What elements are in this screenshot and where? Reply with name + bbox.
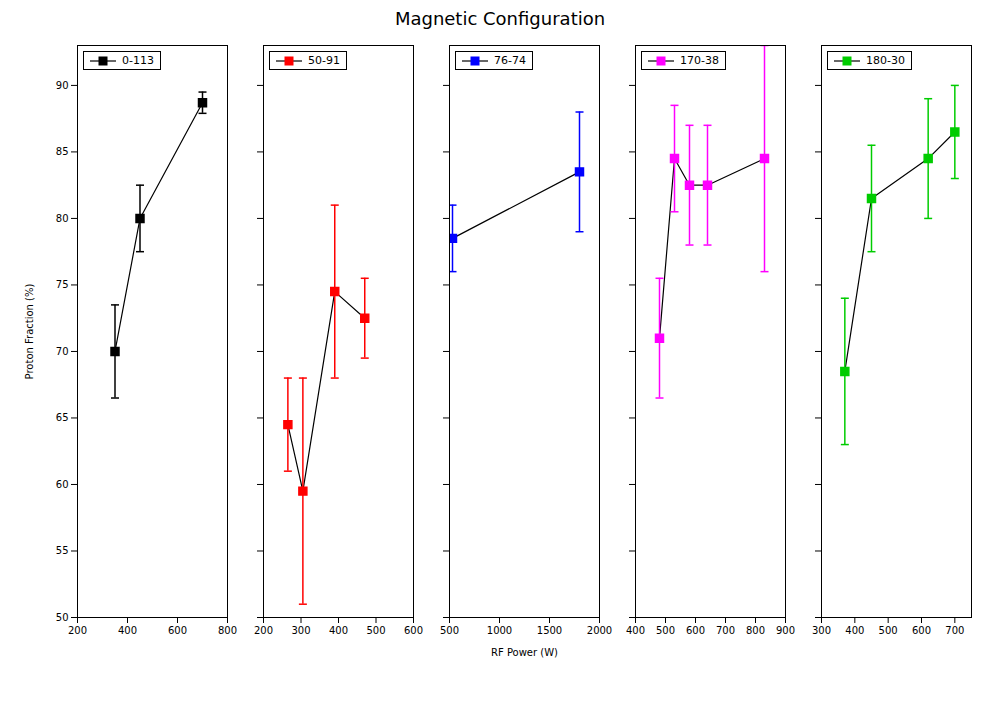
html-text:50-91: 50-91 [308, 54, 340, 67]
svg-text:RF Power (W): RF Power (W) [491, 647, 558, 658]
svg-text:200: 200 [254, 625, 273, 636]
svg-text:500: 500 [366, 625, 385, 636]
svg-text:50: 50 [56, 612, 69, 623]
html-text:170-38: 170-38 [680, 54, 719, 67]
svg-text:70: 70 [56, 346, 69, 357]
svg-text:80: 80 [56, 213, 69, 224]
svg-text:400: 400 [118, 625, 137, 636]
svg-text:2000: 2000 [587, 625, 612, 636]
svg-text:600: 600 [404, 625, 423, 636]
svg-text:55: 55 [56, 545, 69, 556]
svg-text:400: 400 [329, 625, 348, 636]
svg-text:900: 900 [776, 625, 795, 636]
svg-text:65: 65 [56, 412, 69, 423]
html-text:180-30: 180-30 [866, 54, 905, 67]
svg-text:600: 600 [168, 625, 187, 636]
svg-text:500: 500 [879, 625, 898, 636]
svg-text:1000: 1000 [487, 625, 512, 636]
svg-text:200: 200 [68, 625, 87, 636]
svg-text:Proton Fraction (%): Proton Fraction (%) [24, 283, 35, 379]
svg-text:500: 500 [656, 625, 675, 636]
html-text:0-113: 0-113 [122, 54, 154, 67]
svg-text:700: 700 [716, 625, 735, 636]
svg-text:400: 400 [626, 625, 645, 636]
svg-text:500: 500 [440, 625, 459, 636]
svg-text:800: 800 [746, 625, 765, 636]
html-text:Magnetic Configuration: Magnetic Configuration [394, 8, 606, 29]
svg-text:600: 600 [686, 625, 705, 636]
svg-text:75: 75 [56, 279, 69, 290]
svg-text:1500: 1500 [537, 625, 562, 636]
svg-text:60: 60 [56, 479, 69, 490]
svg-text:300: 300 [291, 625, 310, 636]
svg-text:700: 700 [945, 625, 964, 636]
svg-text:800: 800 [218, 625, 237, 636]
svg-text:300: 300 [812, 625, 831, 636]
html-text:76-74: 76-74 [494, 54, 526, 67]
svg-text:90: 90 [56, 80, 69, 91]
svg-text:600: 600 [912, 625, 931, 636]
svg-text:400: 400 [845, 625, 864, 636]
svg-text:85: 85 [56, 146, 69, 157]
